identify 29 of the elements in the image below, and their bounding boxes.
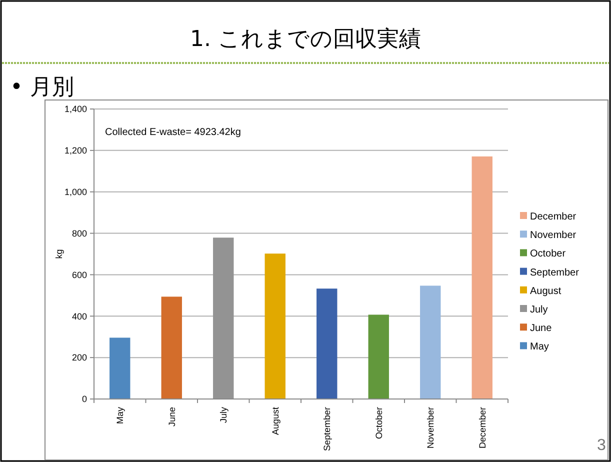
- text: 3: [597, 437, 606, 454]
- legend-label: December: [530, 212, 577, 222]
- y-tick-label: 200: [72, 352, 87, 363]
- x-tick-label: December: [477, 407, 488, 449]
- x-tick-label: July: [218, 406, 229, 424]
- x-tick-label: June: [166, 407, 177, 427]
- y-tick-label: 1,200: [64, 146, 87, 156]
- legend-label: July: [530, 304, 548, 316]
- x-tick-label: November: [426, 407, 436, 449]
- legend-label: September: [530, 267, 580, 278]
- legend-label: June: [530, 323, 552, 334]
- legend-label: November: [530, 230, 577, 242]
- x-tick-label: August: [270, 406, 280, 436]
- chart-subtitle: • 月別: [10, 75, 74, 100]
- chart-title: 1. これまでの回収実績: [190, 27, 421, 52]
- x-tick-label: September: [322, 407, 332, 452]
- annotation: Collected E-waste= 4923.42kg: [105, 127, 241, 138]
- legend-label: May: [530, 342, 549, 353]
- y-tick-label: 800: [72, 228, 87, 238]
- x-tick-label: October: [374, 407, 384, 440]
- x-tick-label: May: [115, 406, 126, 424]
- y-tick-label: 600: [72, 270, 87, 280]
- y-tick-label: 1,400: [64, 104, 87, 114]
- y-tick-label: 0: [82, 394, 87, 404]
- legend-label: August: [530, 286, 562, 297]
- y-tick-label: 1,000: [64, 187, 87, 198]
- y-axis-title: kg: [54, 249, 64, 259]
- y-tick-label: 400: [72, 311, 87, 322]
- legend-label: October: [530, 248, 566, 260]
